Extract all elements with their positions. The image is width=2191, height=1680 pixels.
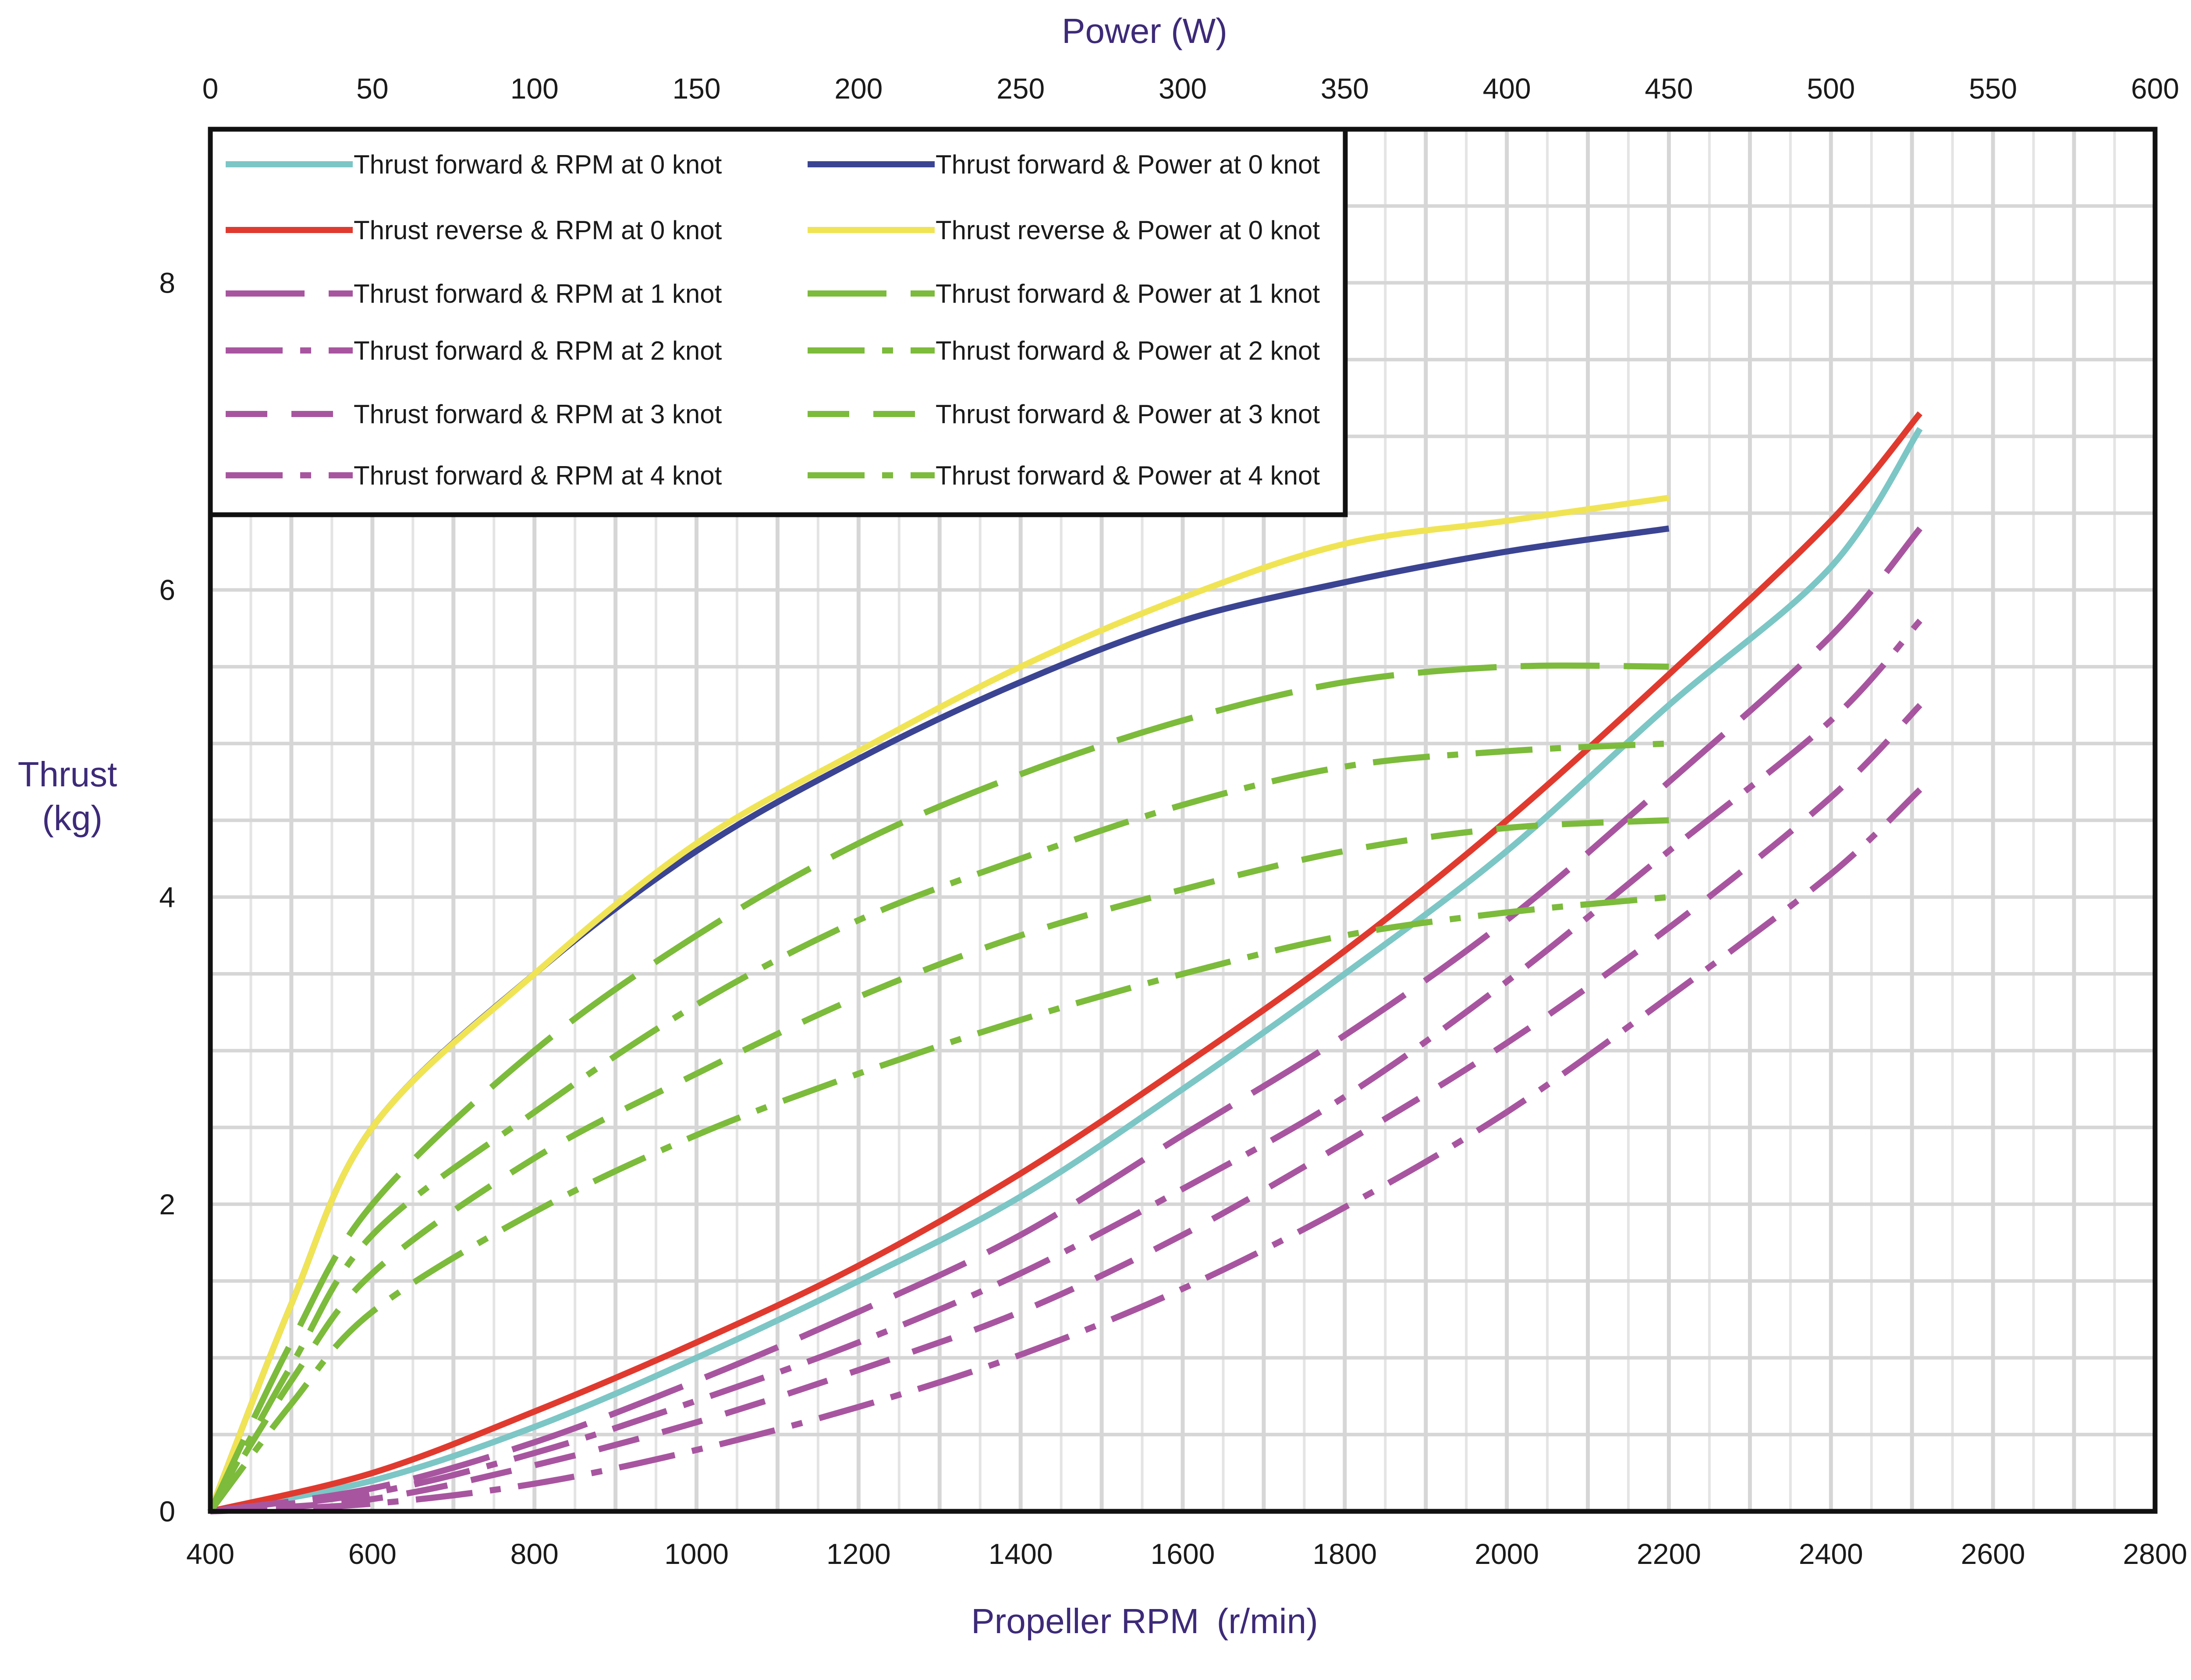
top-tick-label: 150 [672,72,720,105]
top-tick-label: 400 [1483,72,1531,105]
legend: Thrust forward & RPM at 0 knot Thrust rev… [208,127,1348,517]
series-line-6 [210,787,1922,1514]
series-line-5 [210,703,1922,1514]
legend-label-3: Thrust forward & RPM at 1 knot [354,279,722,308]
bottom-axis-title-unit: (r/min) [1217,1602,1318,1641]
legend-box [208,127,1348,517]
top-tick-label: 300 [1159,72,1207,105]
series-line-8 [207,495,1670,1513]
legend-label-8: Thrust reverse & Power at 0 knot [936,216,1320,245]
legend-label-4: Thrust forward & RPM at 2 knot [354,336,722,365]
x-tick-label: 600 [348,1538,397,1570]
y-tick-label: 8 [159,267,175,299]
legend-label-9: Thrust forward & Power at 1 knot [936,279,1320,308]
x-tick-label: 1200 [826,1538,891,1570]
legend-label-1: Thrust forward & RPM at 0 knot [354,150,722,179]
x-tick-label: 2000 [1475,1538,1539,1570]
top-tick-label: 450 [1645,72,1693,105]
bottom-axis-title-main: Propeller RPM [971,1602,1199,1641]
top-tick-label: 50 [356,72,388,105]
x-tick-label: 1600 [1151,1538,1215,1570]
x-tick-label: 2600 [1961,1538,2025,1570]
legend-label-5: Thrust forward & RPM at 3 knot [354,400,722,429]
legend-label-7: Thrust forward & Power at 0 knot [936,150,1320,179]
legend-label-12: Thrust forward & Power at 4 knot [936,461,1320,490]
series-line-10 [207,740,1669,1513]
series-line-9 [207,662,1669,1513]
x-tick-label: 800 [511,1538,559,1570]
legend-label-6: Thrust forward & RPM at 4 knot [354,461,722,490]
series-line-4 [210,619,1922,1514]
top-tick-label: 200 [834,72,883,105]
y-axis-title-line2: (kg) [42,799,103,838]
legend-label-10: Thrust forward & Power at 2 knot [936,336,1320,365]
series-group [207,411,1923,1514]
y-tick-label: 2 [159,1188,175,1220]
x-tick-label: 2400 [1799,1538,1863,1570]
y-tick-label: 4 [159,881,175,913]
x-tick-label: 1000 [664,1538,729,1570]
top-tick-label: 600 [2131,72,2179,105]
series-line-3 [210,526,1923,1514]
series-line-12 [208,894,1670,1514]
y-tick-label: 6 [159,574,175,606]
x-tick-label: 400 [186,1538,234,1570]
x-tick-label: 2200 [1637,1538,1701,1570]
x-tick-label: 1800 [1312,1538,1377,1570]
top-tick-label: 0 [202,72,219,105]
top-tick-label: 550 [1969,72,2017,105]
y-axis-title-line1: Thrust [18,755,117,794]
x-tick-label: 1400 [989,1538,1053,1570]
y-axis-title: Thrust (kg) [18,755,127,838]
tick-labels: 400 600 800 1000 1200 1400 1600 1800 2000 2200 240… [159,72,2187,1570]
x-tick-label: 2800 [2123,1538,2187,1570]
top-tick-label: 500 [1807,72,1855,105]
top-tick-label: 350 [1321,72,1369,105]
series-line-11 [208,817,1669,1513]
legend-label-11: Thrust forward & Power at 3 knot [936,400,1320,429]
series-line-2 [209,411,1923,1514]
top-axis-title: Power (W) [1062,11,1227,50]
top-tick-label: 250 [996,72,1045,105]
y-tick-label: 0 [159,1495,175,1528]
series-line-1 [209,427,1923,1514]
legend-label-2: Thrust reverse & RPM at 0 knot [354,216,722,245]
bottom-axis-title: Propeller RPM (r/min) [971,1602,1318,1641]
top-tick-label: 100 [511,72,559,105]
